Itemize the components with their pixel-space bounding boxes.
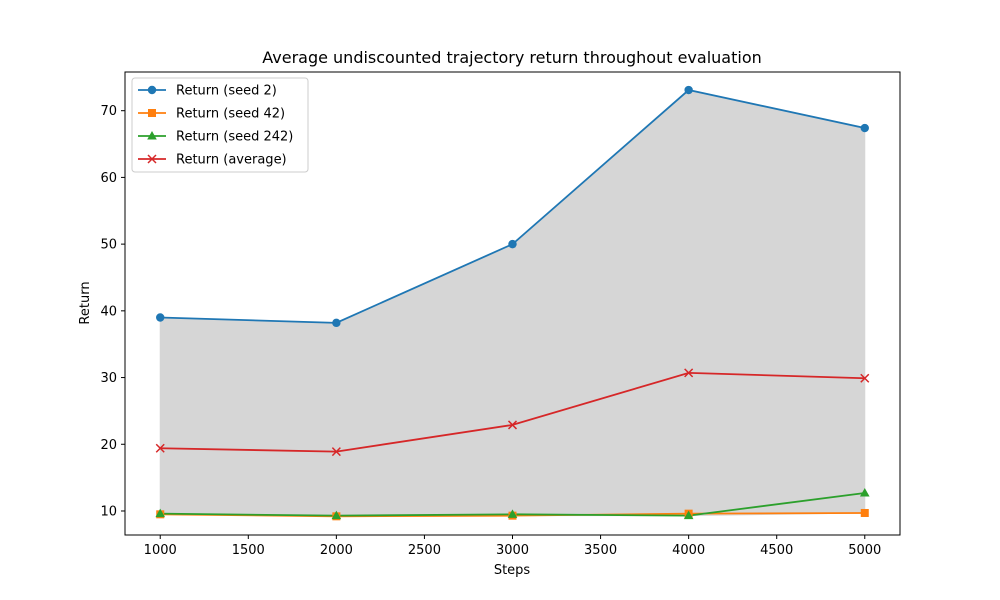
y-tick-label: 50 [100,238,117,253]
data-point [156,313,165,322]
data-point [684,85,693,95]
x-tick-label: 3500 [584,543,617,558]
legend-marker [147,85,157,95]
x-tick-label: 2500 [408,543,441,558]
x-axis: 1000 1500 2000 2500 3000 3500 4000 4500 5000 [144,535,881,558]
data-point [507,420,518,430]
legend-entry: Return (average) [138,153,287,168]
x-tick-label: 1000 [144,543,177,558]
data-point [507,509,518,518]
legend-marker [148,109,156,117]
chart-title: Average undiscounted trajectory return t… [262,48,762,67]
legend-marker [147,154,157,164]
data-point [331,447,341,457]
data-point [860,373,870,383]
x-tick-label: 5000 [848,543,881,558]
legend-label: Return (average) [176,153,287,168]
data-point [860,123,869,133]
legend-label: Return (seed 242) [176,130,293,145]
x-tick-label: 2000 [320,543,353,558]
y-tick-label: 60 [100,171,117,186]
legend-label: Return (seed 2) [176,84,277,99]
y-axis: 10 20 30 40 50 60 70 [100,104,125,519]
y-tick-label: 30 [100,371,117,386]
legend-label: Return (seed 42) [176,107,285,122]
x-tick-label: 4000 [672,543,705,558]
y-tick-label: 20 [100,438,117,453]
legend-entry: Return (seed 242) [138,130,293,145]
data-point [155,443,165,453]
x-tick-label: 3000 [496,543,529,558]
y-tick-label: 40 [100,304,117,319]
x-tick-label: 1500 [232,543,265,558]
data-point [859,487,870,497]
legend: Return (seed 2) Return (seed 42) Return (s… [131,77,309,173]
legend-entry: Return (seed 2) [138,84,277,99]
series-markers [155,85,870,521]
data-point [508,239,517,249]
data-point [331,510,342,520]
data-point [860,508,869,517]
y-axis-label: Return [78,281,93,324]
legend-marker [147,131,157,140]
y-tick-label: 10 [100,504,117,519]
data-point [332,318,341,328]
data-point [684,368,694,378]
legend-entry: Return (seed 42) [138,107,285,122]
data-point [683,510,694,520]
x-tick-label: 4500 [760,543,793,558]
y-tick-label: 70 [100,104,117,119]
legend-box [131,77,309,173]
x-axis-label: Steps [494,563,531,578]
data-point [155,508,166,518]
